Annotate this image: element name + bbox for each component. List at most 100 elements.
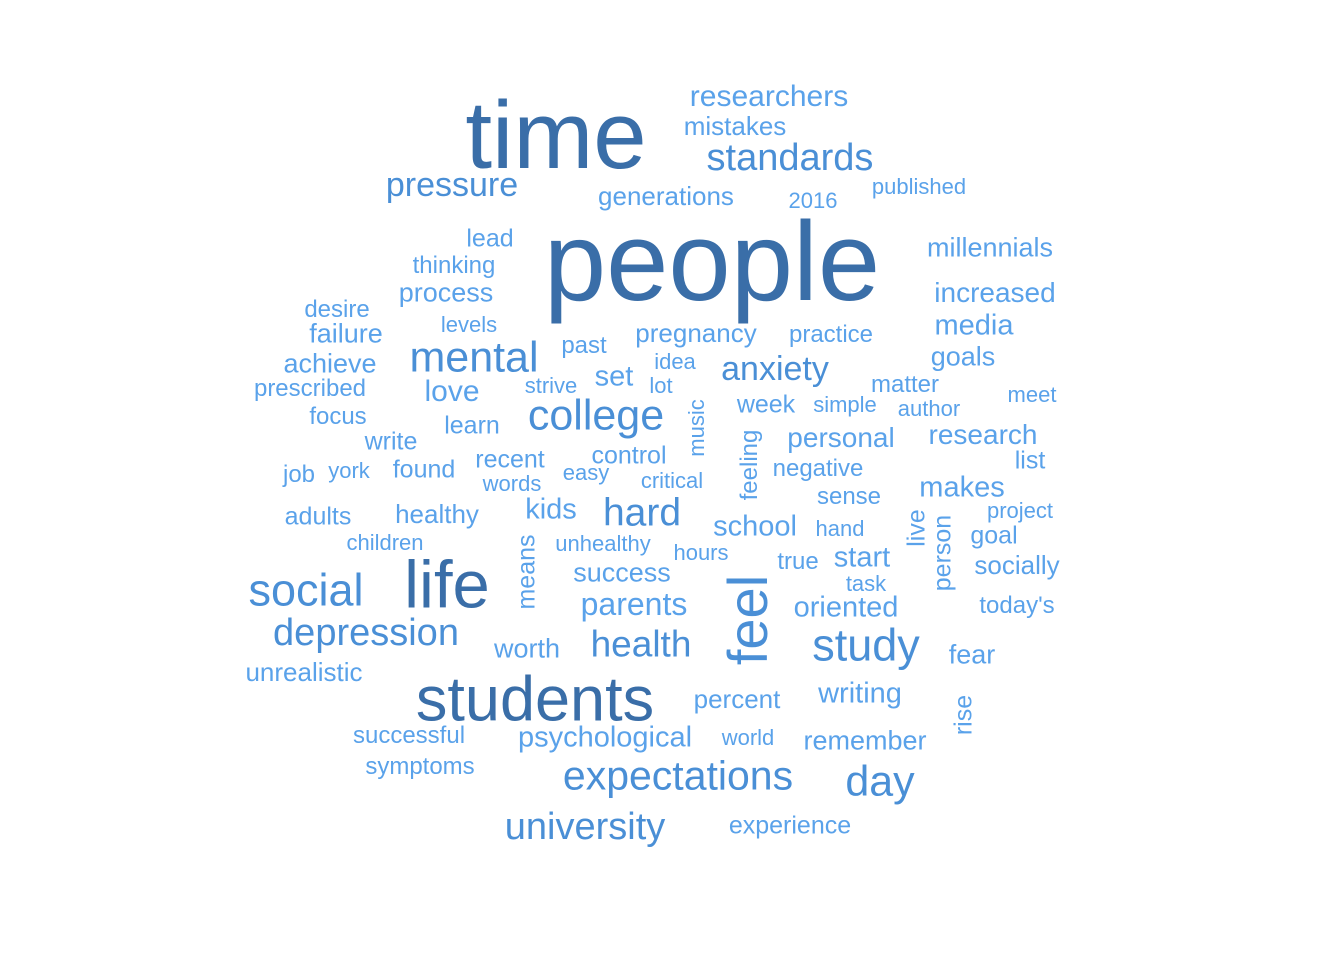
word-kids: kids <box>525 493 577 526</box>
word-job: job <box>282 461 316 488</box>
word-meet: meet <box>1007 382 1057 407</box>
word-symptoms: symptoms <box>365 753 475 780</box>
word-researchers: researchers <box>689 80 849 113</box>
word-feel: feel <box>716 574 779 666</box>
word-lead: lead <box>466 224 514 253</box>
word-live: live <box>902 509 931 547</box>
word-learn: learn <box>444 411 500 440</box>
word-focus: focus <box>309 403 367 430</box>
word-pregnancy: pregnancy <box>635 318 757 348</box>
word-feeling: feeling <box>736 429 763 501</box>
word-strive: strive <box>524 373 578 398</box>
word-found: found <box>392 455 456 484</box>
word-process: process <box>398 277 494 308</box>
word-author: author <box>897 396 961 421</box>
word-success: success <box>573 557 671 588</box>
word-matter: matter <box>870 371 940 398</box>
word-personal: personal <box>787 422 895 453</box>
word-past: past <box>561 332 607 359</box>
word-thinking: thinking <box>412 252 496 279</box>
word-experience: experience <box>728 811 852 840</box>
word-mistakes: mistakes <box>683 111 787 141</box>
word-pressure: pressure <box>385 166 519 204</box>
word-university: university <box>504 806 666 848</box>
word-music: music <box>684 399 709 457</box>
word-study: study <box>812 619 920 671</box>
word-life: life <box>404 547 490 623</box>
word-oriented: oriented <box>793 591 899 624</box>
word-remember: remember <box>803 725 927 756</box>
word-project: project <box>986 498 1054 523</box>
word-college: college <box>527 391 665 440</box>
word-person: person <box>928 514 957 592</box>
word-week: week <box>736 390 796 419</box>
word-negative: negative <box>772 455 864 482</box>
word-today-s: today's <box>979 592 1055 619</box>
word-goals: goals <box>930 341 996 372</box>
word-generations: generations <box>598 181 734 211</box>
word-idea: idea <box>654 349 696 374</box>
word-list: list <box>1014 446 1046 475</box>
word-control: control <box>591 441 667 470</box>
word-increased: increased <box>934 277 1056 308</box>
word-hours: hours <box>673 540 729 565</box>
word-simple: simple <box>813 392 877 417</box>
word-means: means <box>512 534 541 610</box>
word-desire: desire <box>304 296 370 323</box>
word-york: york <box>328 458 370 483</box>
word-recent: recent <box>475 445 545 474</box>
word-start: start <box>833 541 891 574</box>
word-2016: 2016 <box>788 188 838 213</box>
word-time: time <box>465 82 647 189</box>
word-parents: parents <box>580 586 688 622</box>
word-worth: worth <box>493 633 561 664</box>
word-hand: hand <box>815 516 865 541</box>
word-day: day <box>845 757 915 806</box>
word-write: write <box>364 427 418 456</box>
word-published: published <box>871 174 967 199</box>
word-students: students <box>415 664 655 735</box>
word-percent: percent <box>693 684 781 714</box>
word-true: true <box>777 548 819 575</box>
word-achieve: achieve <box>283 348 377 379</box>
word-easy: easy <box>562 460 610 485</box>
word-mental: mental <box>409 333 539 382</box>
word-levels: levels <box>440 312 498 337</box>
word-school: school <box>713 510 797 543</box>
word-words: words <box>482 471 542 496</box>
word-goal: goal <box>970 521 1018 550</box>
word-healthy: healthy <box>395 499 479 529</box>
word-successful: successful <box>352 722 466 749</box>
word-world: world <box>721 725 775 750</box>
word-media: media <box>934 309 1014 342</box>
word-set: set <box>594 360 634 393</box>
word-adults: adults <box>284 502 352 531</box>
word-millennials: millennials <box>926 232 1054 263</box>
word-critical: critical <box>640 468 704 493</box>
word-failure: failure <box>309 318 383 349</box>
word-social: social <box>248 564 364 616</box>
word-love: love <box>424 375 480 408</box>
word-psychological: psychological <box>517 721 693 754</box>
word-expectations: expectations <box>562 752 794 799</box>
word-sense: sense <box>816 483 882 510</box>
word-anxiety: anxiety <box>721 350 829 388</box>
word-practice: practice <box>788 321 874 348</box>
word-children: children <box>346 530 424 555</box>
word-research: research <box>928 419 1038 450</box>
word-people: people <box>543 199 881 324</box>
word-hard: hard <box>602 491 682 535</box>
word-prescribed: prescribed <box>253 375 367 402</box>
word-makes: makes <box>919 471 1005 504</box>
word-lot: lot <box>649 373 673 398</box>
word-unhealthy: unhealthy <box>555 531 651 556</box>
word-socially: socially <box>974 550 1060 580</box>
word-standards: standards <box>706 137 874 179</box>
word-unrealistic: unrealistic <box>245 657 363 687</box>
word-task: task <box>845 571 887 596</box>
word-writing: writing <box>818 677 902 710</box>
word-fear: fear <box>948 639 996 670</box>
word-depression: depression <box>273 612 459 654</box>
word-rise: rise <box>949 694 978 736</box>
